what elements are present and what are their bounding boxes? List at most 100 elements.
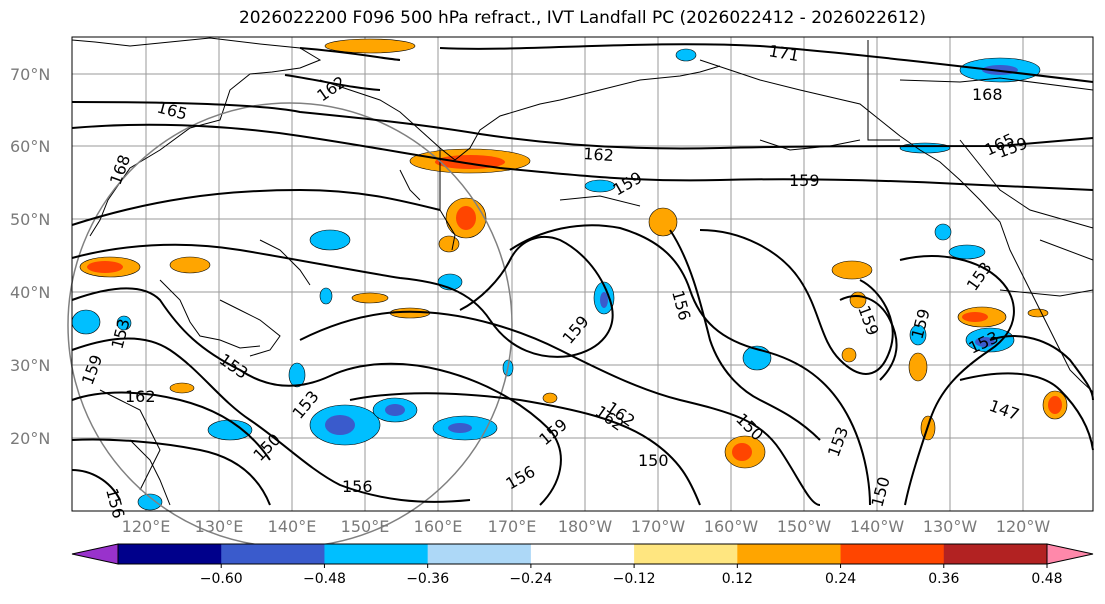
colorbar-segment [118,544,222,564]
ivt-shading [71,38,1068,511]
colorbar-tick-label: −0.36 [406,571,449,587]
positive-anomaly [1027,308,1049,318]
lon-label: 160°W [704,517,759,536]
negative-anomaly [948,244,986,260]
contour-label: 153 [824,424,852,459]
lon-label: 180°W [558,517,613,536]
negative-anomaly [675,48,697,62]
lon-label: 160°E [414,517,463,536]
strong-positive-anomaly [962,312,988,322]
strong-positive-anomaly [87,261,123,273]
contour-label: 168 [106,152,134,187]
contour-label: 171 [767,41,800,65]
contour-label: 153 [108,317,134,351]
positive-anomaly [324,38,416,54]
lat-label: 70°N [10,65,50,84]
colorbar: −0.60 −0.48 −0.36 −0.24 −0.12 0.12 0.24 0.36 0.4… [71,543,1094,587]
lon-label: 140°E [268,517,317,536]
contour-label: 162 [313,72,349,105]
positive-anomaly [351,292,389,304]
contour-label: 165 [155,98,189,124]
positive-anomaly [438,235,460,253]
positive-anomaly [542,392,558,404]
lon-label: 150°E [341,517,390,536]
contour-label: 162 [125,387,156,406]
negative-anomaly [584,179,616,193]
contour-label: 156 [503,462,539,494]
contour-label: 159 [610,168,646,200]
contour-label: 156 [342,477,373,496]
colorbar-tick-label: 0.36 [928,571,959,587]
colorbar-segment [634,544,738,564]
contour-label: 159 [78,352,106,387]
colorbar-tick-label: 0.12 [722,571,753,587]
strong-positive-anomaly [1048,396,1062,414]
colorbar-tick-label: −0.60 [200,571,243,587]
lon-label: 130°W [923,517,978,536]
negative-anomaly [71,309,101,335]
longitude-labels: 120°E 130°E 140°E 150°E 160°E 170°E 180°… [122,517,1051,536]
lat-label: 30°N [10,356,50,375]
contour-label: 150 [638,451,669,470]
lon-label: 120°E [122,517,171,536]
map-title: 2026022200 F096 500 hPa refract., IVT La… [238,8,926,28]
negative-anomaly [137,493,163,511]
colorbar-extend-low [71,543,119,565]
positive-anomaly [648,207,678,237]
lon-label: 170°E [488,517,537,536]
lon-label: 140°W [850,517,905,536]
colorbar-tick-label: 0.24 [825,571,856,587]
lat-label: 60°N [10,137,50,156]
contour-label: 150 [868,475,894,509]
negative-anomaly [934,223,952,241]
lat-label: 20°N [10,429,50,448]
strong-negative-anomaly [448,423,472,433]
lon-label: 130°E [195,517,244,536]
contour-label: 153 [216,350,252,383]
strong-negative-anomaly [600,292,608,308]
map-frame [71,36,1094,512]
contour-label: 159 [559,312,593,348]
negative-anomaly [309,229,351,251]
contour-label: 159 [854,303,882,338]
colorbar-segments [117,543,1048,565]
strong-positive-anomaly [456,206,476,230]
colorbar-segment [840,544,945,564]
colorbar-segment [530,544,635,564]
positive-anomaly [908,352,928,382]
lon-label: 170°W [631,517,686,536]
lat-label: 50°N [10,210,50,229]
contour-label: 156 [102,486,128,520]
contour-label: 159 [789,171,820,190]
colorbar-segment [943,544,1048,564]
negative-anomaly [899,142,951,154]
contour-label: 159 [908,307,934,341]
lat-label: 40°N [10,283,50,302]
colorbar-extend-high [1046,543,1094,565]
height-contours [71,43,1094,506]
positive-anomaly [169,256,211,274]
lon-label: 120°W [996,517,1051,536]
colorbar-segment [427,544,532,564]
colorbar-segment [737,544,842,564]
strong-negative-anomaly [385,404,405,416]
contour-label: 162 [583,144,615,165]
colorbar-tick-label: −0.48 [303,571,346,587]
negative-anomaly [116,315,132,331]
lon-label: 150°W [777,517,832,536]
positive-anomaly [831,260,873,280]
negative-anomaly [909,324,927,346]
contour-label: 147 [987,396,1022,424]
colorbar-segment [221,544,325,564]
positive-anomaly [169,382,195,394]
contour-label: 150 [249,430,284,465]
contour-label: 153 [963,258,996,294]
strong-positive-anomaly [732,443,752,461]
colorbar-tick-label: −0.12 [613,571,656,587]
colorbar-ticks: −0.60 −0.48 −0.36 −0.24 −0.12 0.12 0.24 0.36 0.4… [200,564,1063,587]
negative-anomaly [319,287,333,305]
colorbar-tick-label: −0.24 [509,571,552,587]
negative-anomaly [288,362,306,388]
colorbar-segment [324,544,429,564]
